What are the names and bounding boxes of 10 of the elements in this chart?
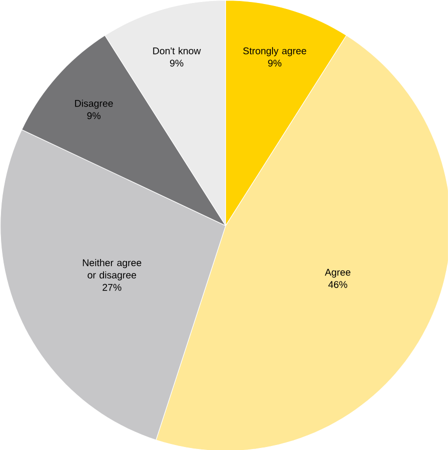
data-label: 46% xyxy=(328,281,348,288)
slice-label: Don't know xyxy=(153,47,201,54)
data-label: 9% xyxy=(268,60,282,67)
slice-label: Neither agree or disagree xyxy=(82,259,142,280)
slice-label: Agree xyxy=(324,268,350,278)
data-label: 27% xyxy=(102,284,122,291)
data-label: 9% xyxy=(87,112,101,120)
slice-label: Strongly agree xyxy=(243,47,306,56)
data-label: 9% xyxy=(170,60,184,67)
slice-label: Disagree xyxy=(75,100,113,109)
